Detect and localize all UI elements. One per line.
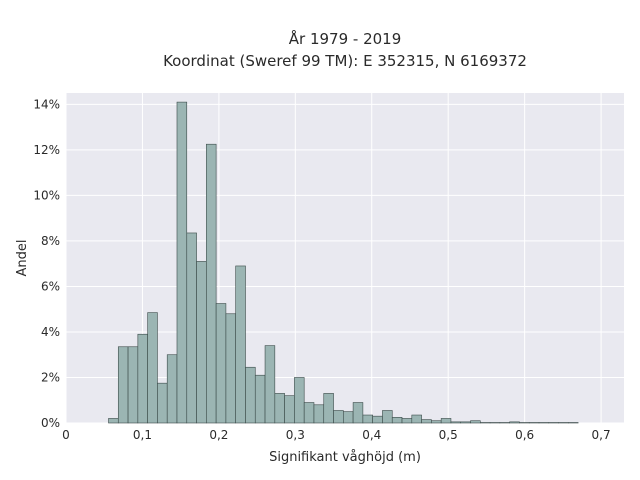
histogram-bar xyxy=(401,418,413,424)
histogram-bar xyxy=(411,414,422,424)
x-tick-label: 0,4 xyxy=(362,428,381,442)
histogram-bar xyxy=(382,410,393,424)
histogram-bar xyxy=(362,414,373,424)
histogram-bar xyxy=(274,393,285,424)
y-tick-label: 0% xyxy=(41,416,60,430)
histogram-bar xyxy=(421,419,432,424)
histogram-bar xyxy=(343,411,354,424)
histogram-bar xyxy=(225,313,236,424)
histogram-bar xyxy=(196,261,207,424)
x-tick-label: 0,5 xyxy=(439,428,458,442)
histogram-bar xyxy=(391,417,403,424)
histogram-bar xyxy=(176,101,188,424)
histogram-bar xyxy=(294,377,305,424)
histogram-bar xyxy=(235,265,246,424)
x-tick-label: 0,1 xyxy=(133,428,152,442)
histogram-bar xyxy=(303,402,315,424)
y-tick-label: 4% xyxy=(41,325,60,339)
histogram-bar xyxy=(284,395,295,424)
histogram-bar xyxy=(108,418,119,424)
histogram-bar xyxy=(166,354,178,424)
histogram-bar xyxy=(254,374,266,424)
histogram-bar xyxy=(509,421,520,424)
x-tick-label: 0,3 xyxy=(286,428,305,442)
histogram-bars xyxy=(108,101,579,424)
histogram-bar xyxy=(186,232,197,424)
histogram-bar xyxy=(323,393,334,424)
histogram-bar xyxy=(147,312,158,424)
histogram-bar xyxy=(450,421,462,424)
x-axis-ticks: 0 0,1 0,2 0,3 0,4 0,5 0,6 0,7 xyxy=(62,428,610,442)
histogram-bar xyxy=(127,346,139,424)
histogram-bar xyxy=(245,366,256,424)
y-axis-ticks: 0% 2% 4% 6% 8% 10% 12% 14% xyxy=(33,97,60,430)
histogram-bar xyxy=(431,420,442,424)
y-tick-label: 10% xyxy=(33,188,60,202)
histogram-bar xyxy=(372,415,383,424)
y-tick-label: 2% xyxy=(41,370,60,384)
histogram-bar xyxy=(333,410,344,424)
histogram-bar xyxy=(215,303,227,424)
y-tick-label: 12% xyxy=(33,143,60,157)
histogram-bar xyxy=(460,421,471,424)
y-tick-label: 8% xyxy=(41,234,60,248)
y-axis-label: Andel xyxy=(15,240,30,277)
histogram-bar xyxy=(440,418,452,424)
x-tick-label: 0,7 xyxy=(592,428,611,442)
chart-subtitle: Koordinat (Sweref 99 TM): E 352315, N 61… xyxy=(163,52,527,70)
plot-area xyxy=(66,93,624,423)
x-tick-label: 0,2 xyxy=(209,428,228,442)
x-tick-label: 0 xyxy=(62,428,70,442)
histogram-bar xyxy=(206,143,217,424)
histogram-bar xyxy=(352,402,364,424)
y-tick-label: 14% xyxy=(33,97,60,111)
histogram-bar xyxy=(313,404,325,424)
histogram-bar xyxy=(157,382,168,424)
histogram-bar xyxy=(117,346,129,424)
y-tick-label: 6% xyxy=(41,279,60,293)
histogram-bar xyxy=(264,345,276,424)
chart-title: År 1979 - 2019 xyxy=(289,29,402,48)
x-axis-label: Signifikant våghöjd (m) xyxy=(269,450,421,465)
x-tick-label: 0,6 xyxy=(515,428,534,442)
histogram-bar xyxy=(137,333,148,424)
histogram-bar xyxy=(470,420,481,424)
